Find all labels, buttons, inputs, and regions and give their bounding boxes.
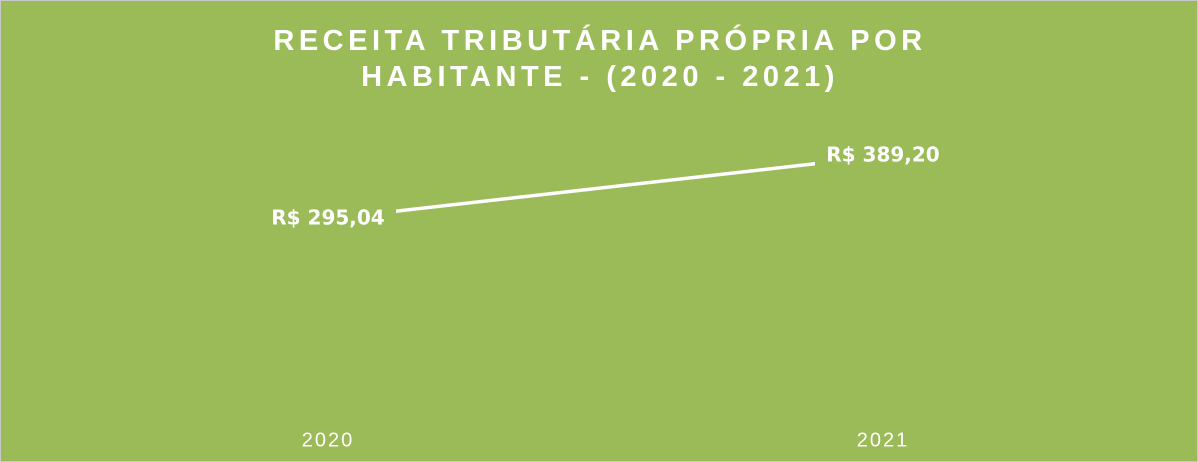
data-label: R$ 295,04 <box>271 205 384 229</box>
x-tick-label: 2020 <box>302 429 355 451</box>
label-bg <box>260 205 396 232</box>
x-tick-label: 2021 <box>857 429 910 451</box>
line <box>327 154 884 221</box>
chart-title: RECEITA TRIBUTÁRIA PRÓPRIA POR HABITANTE… <box>273 25 927 93</box>
data-label: R$ 389,20 <box>826 143 939 167</box>
label-bg <box>815 143 951 169</box>
